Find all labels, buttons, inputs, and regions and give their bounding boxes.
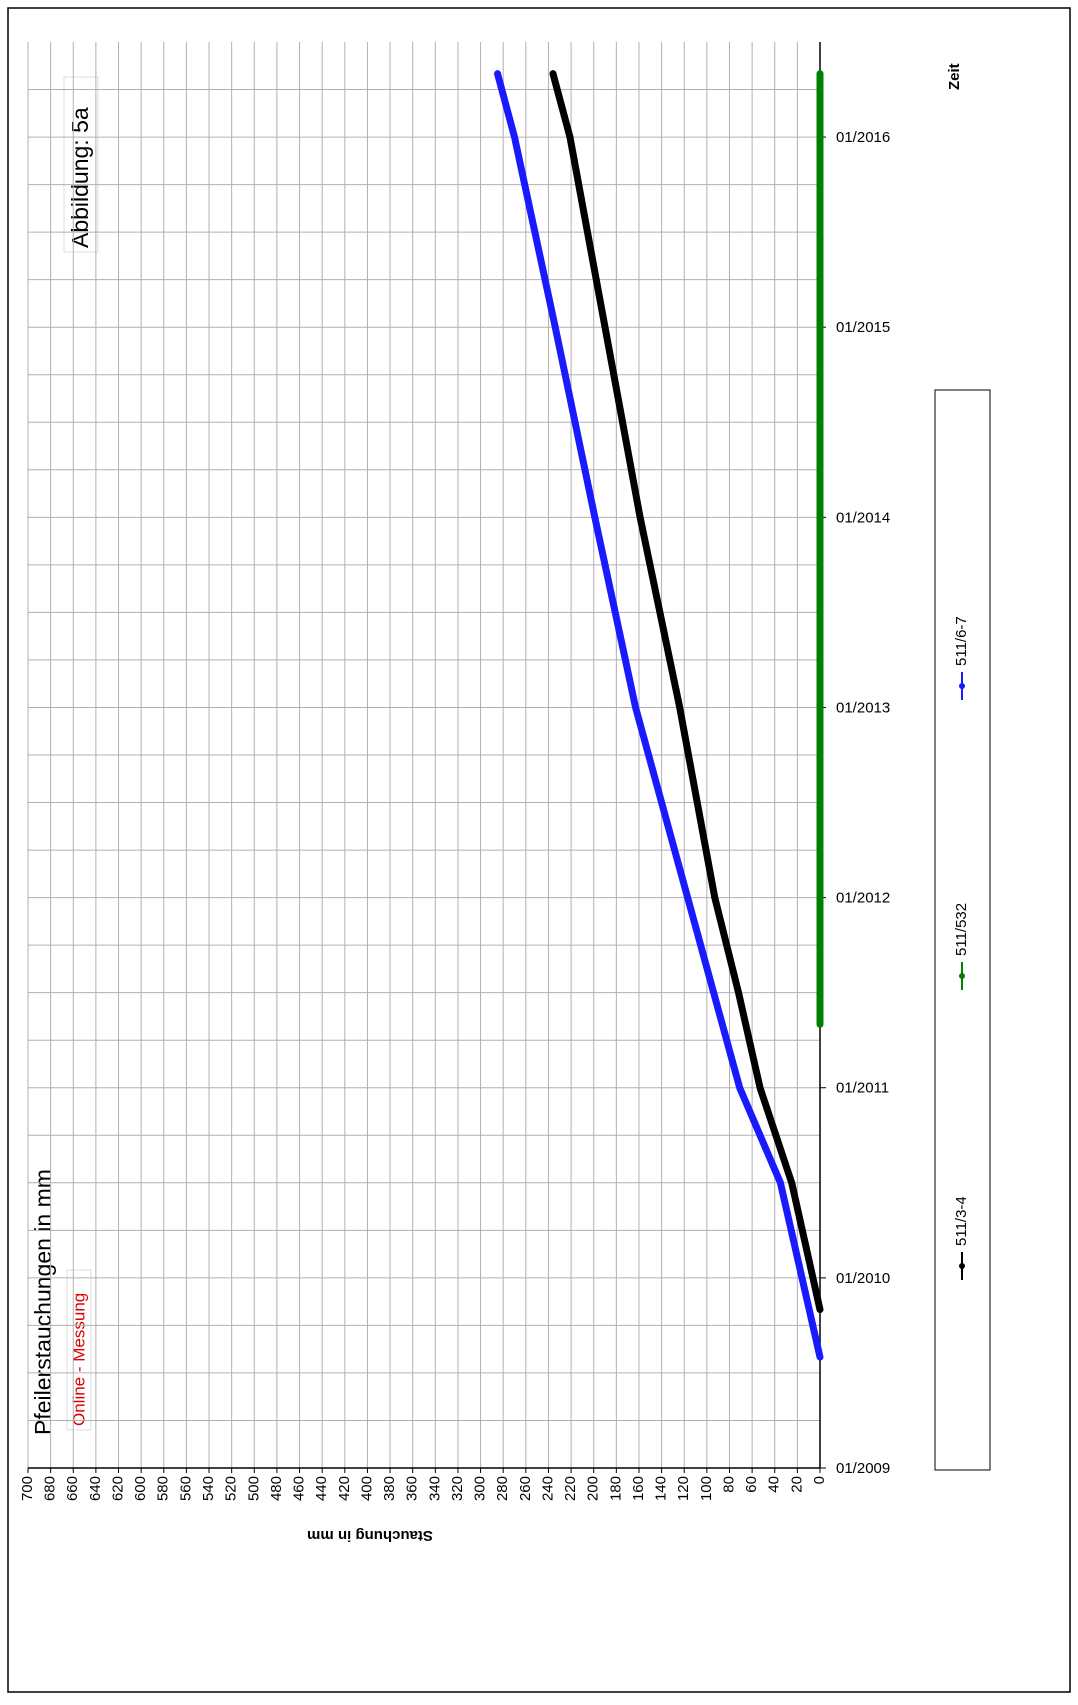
x-tick-label: 01/2011 xyxy=(836,1080,889,1097)
chart-border xyxy=(7,7,1071,1693)
y-tick-label: 80 xyxy=(720,1476,737,1493)
y-tick-label: 380 xyxy=(381,1476,398,1501)
legend-label: 511/532 xyxy=(953,903,970,956)
chart-title: Pfeilerstauchungen in mm xyxy=(30,1169,56,1435)
y-tick-label: 440 xyxy=(313,1476,330,1501)
x-tick-label: 01/2009 xyxy=(836,1460,890,1477)
legend-marker xyxy=(959,683,965,689)
y-tick-label: 160 xyxy=(630,1476,647,1501)
annotation: Abbildung: 5a xyxy=(67,107,93,248)
y-tick-label: 600 xyxy=(132,1476,149,1501)
y-tick-label: 240 xyxy=(539,1476,556,1501)
x-tick-label: 01/2016 xyxy=(836,129,890,146)
y-tick-label: 60 xyxy=(743,1476,760,1493)
y-tick-label: 480 xyxy=(268,1476,285,1501)
y-tick-label: 200 xyxy=(585,1476,602,1501)
series-line xyxy=(549,70,824,1314)
legend-label: 511/6-7 xyxy=(953,616,970,666)
y-tick-label: 300 xyxy=(472,1476,489,1501)
y-tick-label: 620 xyxy=(109,1476,126,1501)
y-tick-label: 320 xyxy=(449,1476,466,1501)
y-tick-label: 40 xyxy=(766,1476,783,1493)
y-tick-label: 640 xyxy=(87,1476,104,1501)
y-tick-label: 220 xyxy=(562,1476,579,1501)
x-tick-label: 01/2012 xyxy=(836,890,890,907)
legend-box xyxy=(934,389,991,1471)
y-tick-label: 400 xyxy=(358,1476,375,1501)
annotation: Online - Messung xyxy=(69,1293,88,1426)
x-tick-label: 01/2013 xyxy=(836,699,890,716)
y-tick-label: 20 xyxy=(788,1476,805,1493)
y-tick-label: 180 xyxy=(607,1476,624,1501)
y-tick-label: 700 xyxy=(19,1476,36,1501)
x-tick-label: 01/2014 xyxy=(836,509,890,526)
y-tick-label: 340 xyxy=(426,1476,443,1501)
y-tick-label: 540 xyxy=(200,1476,217,1501)
y-tick-label: 140 xyxy=(653,1476,670,1501)
x-axis-label: Zeit xyxy=(946,63,963,90)
y-tick-label: 660 xyxy=(64,1476,81,1501)
legend-label: 511/3-4 xyxy=(953,1196,970,1246)
y-tick-label: 120 xyxy=(675,1476,692,1501)
y-tick-label: 560 xyxy=(177,1476,194,1501)
y-tick-label: 260 xyxy=(517,1476,534,1501)
y-tick-label: 0 xyxy=(811,1476,828,1484)
y-tick-label: 520 xyxy=(223,1476,240,1501)
x-tick-label: 01/2010 xyxy=(836,1270,890,1287)
y-tick-label: 360 xyxy=(404,1476,421,1501)
legend-marker xyxy=(959,1263,965,1269)
y-tick-label: 100 xyxy=(698,1476,715,1501)
y-tick-label: 500 xyxy=(245,1476,262,1501)
series-line xyxy=(494,70,824,1361)
y-tick-label: 420 xyxy=(336,1476,353,1501)
y-axis-label: Stauchung in mm xyxy=(307,1527,433,1544)
legend-marker xyxy=(959,973,965,979)
annotation-box xyxy=(63,76,99,253)
rotated-chart: Pfeilerstauchungen in mm Online - Messun… xyxy=(19,42,991,1544)
x-tick-label: 01/2015 xyxy=(836,319,890,336)
y-tick-label: 580 xyxy=(155,1476,172,1501)
y-tick-label: 280 xyxy=(494,1476,511,1501)
y-tick-label: 680 xyxy=(42,1476,59,1501)
y-tick-label: 460 xyxy=(291,1476,308,1501)
